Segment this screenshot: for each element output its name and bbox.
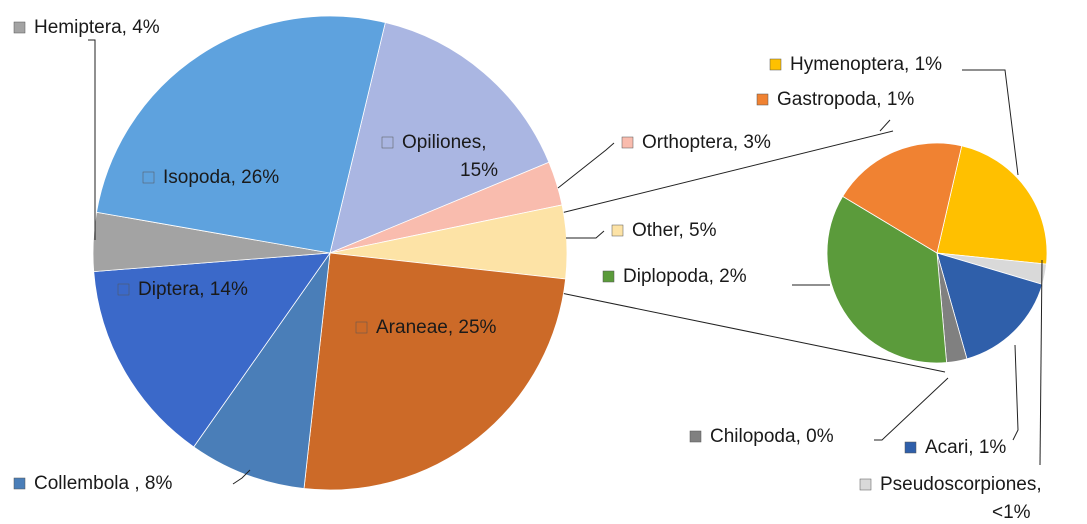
data-label: Diplopoda, 2% <box>623 266 747 287</box>
legend-key <box>769 58 782 71</box>
legend-key <box>355 321 368 334</box>
pie-slice <box>193 252 331 490</box>
pie-slice <box>303 252 567 491</box>
label-line: Chilopoda, 0% <box>710 426 834 447</box>
label-line: Hemiptera, 4% <box>34 17 160 38</box>
legend-key <box>756 93 769 106</box>
label-line: Collembola , 8% <box>34 473 172 494</box>
label-line: <1% <box>992 502 1031 523</box>
data-label: Araneae, 25% <box>376 317 497 338</box>
data-label: Diptera, 14% <box>138 279 248 300</box>
pie-slice <box>842 142 963 254</box>
leader-line <box>962 69 1019 176</box>
data-label: Pseudoscorpiones, <1% <box>880 474 1042 523</box>
legend-key <box>602 270 615 283</box>
leader-line <box>874 377 949 441</box>
connector <box>560 130 894 214</box>
label-line: Opiliones, <box>402 132 487 153</box>
label-line: Gastropoda, 1% <box>777 89 914 110</box>
leader-line <box>566 230 605 239</box>
data-label: Acari, 1% <box>925 437 1006 458</box>
pie-slice <box>96 15 386 254</box>
legend-key <box>689 430 702 443</box>
data-label: Isopoda, 26% <box>163 167 279 188</box>
label-line: Other, 5% <box>632 220 717 241</box>
pie-slice <box>826 195 948 364</box>
pie-slice <box>936 145 1048 265</box>
leader-line <box>232 469 251 485</box>
legend-key <box>381 136 394 149</box>
label-line: Pseudoscorpiones, <box>880 474 1042 495</box>
legend-key <box>13 21 26 34</box>
leader-line <box>1039 259 1043 466</box>
data-label: Opiliones, 15% <box>402 132 498 181</box>
data-label: Collembola , 8% <box>34 473 172 494</box>
label-line: Diptera, 14% <box>138 279 248 300</box>
label-line: Hymenoptera, 1% <box>790 54 942 75</box>
leader-line <box>88 39 96 240</box>
legend-key <box>13 477 26 490</box>
legend-key <box>904 441 917 454</box>
leader-line <box>557 142 615 189</box>
data-label: Orthoptera, 3% <box>642 132 771 153</box>
leader-line <box>1012 344 1019 441</box>
leader-line <box>879 119 891 132</box>
legend-key <box>859 478 872 491</box>
pie-slice <box>93 252 331 448</box>
pie-slice <box>936 252 1043 360</box>
data-label: Hemiptera, 4% <box>34 17 160 38</box>
label-line: 15% <box>460 160 498 181</box>
legend-key <box>142 171 155 184</box>
label-line: Acari, 1% <box>925 437 1006 458</box>
label-line: Araneae, 25% <box>376 317 497 338</box>
pie-slice <box>329 22 550 254</box>
data-label: Gastropoda, 1% <box>777 89 914 110</box>
legend-key <box>117 283 130 296</box>
label-line: Diplopoda, 2% <box>623 266 747 287</box>
connector <box>560 292 946 373</box>
legend-key <box>611 224 624 237</box>
label-line: Orthoptera, 3% <box>642 132 771 153</box>
label-line: Isopoda, 26% <box>163 167 279 188</box>
data-label: Other, 5% <box>632 220 717 241</box>
legend-key <box>621 136 634 149</box>
data-label: Hymenoptera, 1% <box>790 54 942 75</box>
data-label: Chilopoda, 0% <box>710 426 834 447</box>
